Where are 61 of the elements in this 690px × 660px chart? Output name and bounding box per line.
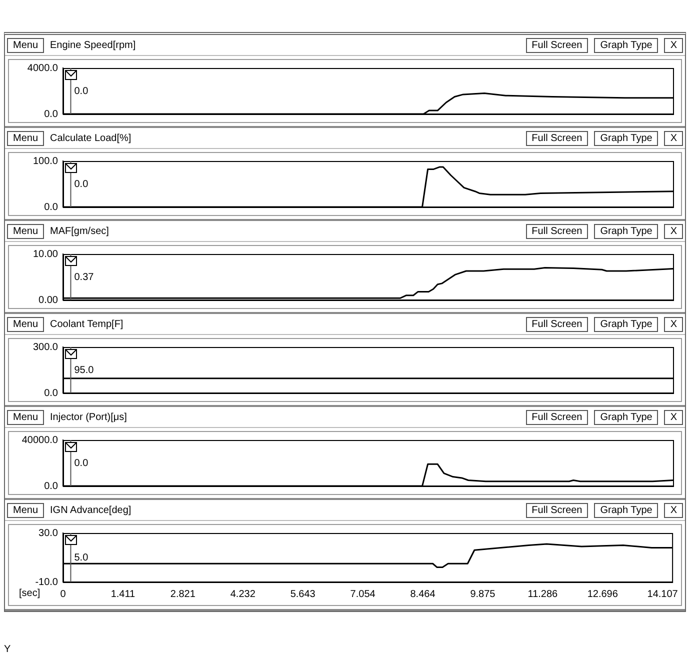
text: Graph Type [594,130,658,146]
x-tick-label: 7.054 [350,588,376,600]
annotation: 95.0 [74,364,94,376]
annotation: 0.0 [74,178,89,190]
text: Full Screen [526,38,588,52]
annotation: 0.0 [74,458,89,469]
text: Graph Type [594,502,658,518]
x-tick-label: 12.696 [587,588,618,600]
y-tick-label: 300.0 [32,342,58,353]
text: Menu [7,38,44,52]
y-tick-label: 0.00 [38,294,58,306]
annotation: 0.37 [74,272,94,283]
text: Graph Type [594,224,658,238]
chart-title: Calculate Load[%] [50,132,132,144]
y-tick-label: 0.0 [44,108,58,120]
x-tick-label: 8.464 [410,588,436,600]
annotation: 5.0 [74,552,89,564]
text: Full Screen [526,224,588,238]
chart-title: Injector (Port)[μs] [50,412,127,422]
text: Menu [7,410,44,424]
text: Full Screen [526,410,588,424]
text: X [664,410,683,424]
y-tick-label: 30.0 [38,528,58,539]
text: X [664,502,683,518]
y-tick-label: 40000.0 [22,434,58,446]
text: Full Screen [526,316,588,332]
y-tick-label: 0.0 [44,480,58,492]
text: X [664,130,683,146]
text: Graph Type [594,316,658,332]
x-tick-label: 9.875 [470,588,496,600]
text: X [664,38,683,52]
x-axis-title: [sec] [19,588,40,599]
text: Menu [7,224,44,238]
chart-title: Engine Speed[rpm] [50,40,136,50]
y-tick-label: 100.0 [32,156,58,167]
x-tick-label: 4.232 [230,588,256,600]
text: Y [4,644,11,655]
text: Menu [7,316,44,332]
x-tick-label: 0 [60,588,66,600]
text: X [664,316,683,332]
chart-title: Coolant Temp[F] [50,318,124,330]
text: Full Screen [526,502,588,518]
y-tick-label: -10.0 [35,576,58,588]
x-tick-label: 14.107 [647,588,678,600]
x-tick-label: 2.821 [170,588,196,600]
y-tick-label: 0.0 [44,202,58,213]
x-tick-label: 1.411 [110,588,136,600]
y-tick-label: 0.0 [44,388,58,399]
text: Menu [7,502,44,518]
text: Menu [7,130,44,146]
chart-title: IGN Advance[deg] [50,504,132,516]
annotation: 0.0 [74,86,89,97]
x-tick-label: 5.643 [290,588,316,600]
text: X [664,224,683,238]
x-tick-label: 11.286 [528,588,558,600]
chart-title: MAF[gm/sec] [50,226,109,236]
y-tick-label: 4000.0 [27,62,58,74]
text: Graph Type [594,38,658,52]
text: Graph Type [594,410,658,424]
y-tick-label: 10.00 [32,248,58,260]
text: Full Screen [526,130,588,146]
